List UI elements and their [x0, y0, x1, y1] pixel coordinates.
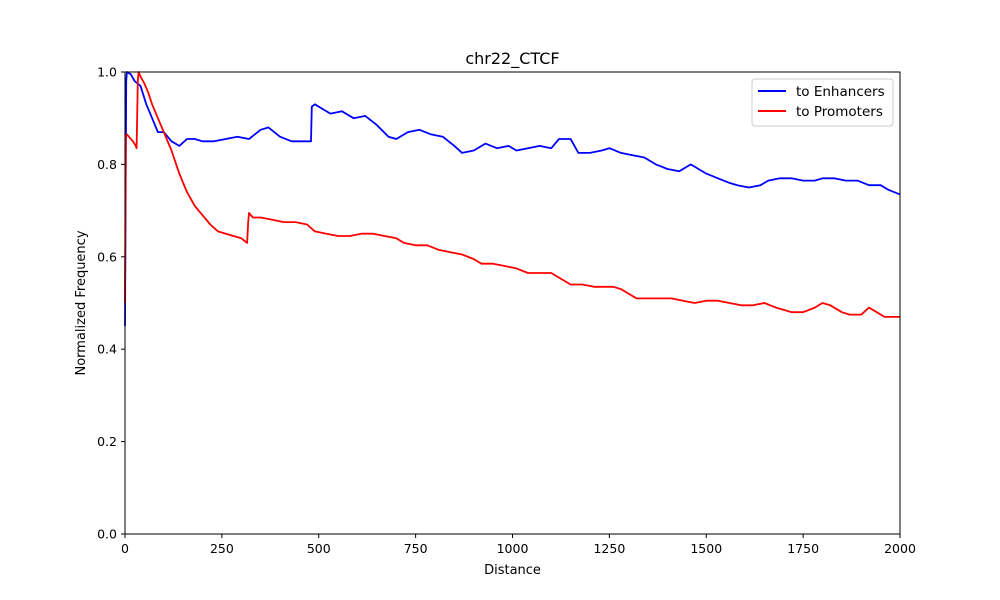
x-axis-ticks: 0 250 500 750 1000 1250 1500 1750 2000	[121, 534, 916, 556]
y-axis-label: Normalized Frequency	[74, 230, 89, 375]
y-tick-label: 0.2	[97, 434, 117, 449]
x-tick-label: 1250	[593, 541, 625, 556]
x-tick-label: 750	[404, 541, 428, 556]
series-layer	[124, 71, 901, 327]
y-tick-label: 0.4	[97, 342, 117, 357]
x-tick-label: 1500	[690, 541, 722, 556]
x-tick-label: 1000	[497, 541, 529, 556]
legend-box	[751, 78, 894, 127]
y-tick-label: 0.8	[97, 157, 117, 172]
legend-label-promoters: to Promoters	[796, 104, 883, 120]
x-tick-label: 2000	[884, 541, 916, 556]
x-tick-label: 250	[210, 541, 234, 556]
series-line-enhancers	[124, 71, 901, 327]
x-tick-label: 0	[121, 541, 129, 556]
x-axis-label: Distance	[484, 563, 541, 578]
y-tick-label: 0.6	[97, 249, 117, 264]
legend-label-enhancers: to Enhancers	[796, 84, 885, 100]
y-axis-ticks: 0.0 0.2 0.4 0.6 0.8 1.0	[97, 65, 125, 542]
x-tick-label: 500	[307, 541, 331, 556]
x-tick-label: 1750	[787, 541, 819, 556]
chart-title: chr22_CTCF	[465, 49, 559, 69]
series-line-promoters	[124, 71, 900, 318]
y-tick-label: 1.0	[97, 65, 117, 80]
legend: to Enhancers to Promoters	[751, 78, 894, 127]
y-tick-label: 0.0	[97, 527, 117, 542]
